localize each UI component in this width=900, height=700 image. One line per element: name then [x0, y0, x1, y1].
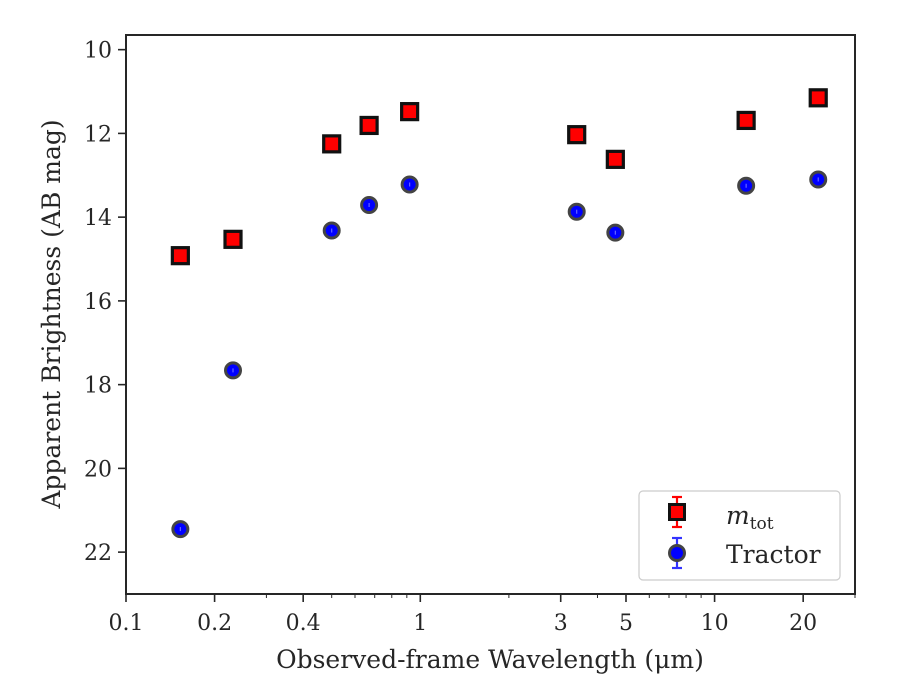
mtot-point [359, 115, 379, 136]
legend-label-mtot: mtot [726, 501, 774, 534]
x-tick-label: 0.2 [197, 611, 232, 636]
legend-frame [638, 490, 841, 581]
mtot-point [322, 134, 342, 154]
y-axis-label: Apparent Brightness (AB mag) [37, 119, 66, 509]
y-tick-label: 10 [84, 39, 112, 64]
legend-square-marker [668, 503, 686, 521]
mtot-point [567, 125, 587, 145]
x-tick-label: 0.4 [286, 611, 321, 636]
x-tick-label: 5 [619, 611, 633, 636]
mtot-point [223, 229, 243, 249]
mtot-point [605, 149, 625, 169]
legend: mtot Tractor [638, 490, 841, 581]
y-tick-label: 22 [84, 541, 112, 566]
mtot-point [400, 102, 420, 122]
legend-circle-marker [668, 544, 686, 562]
x-tick-label: 10 [701, 611, 729, 636]
y-axis-ticks: 10 12 14 16 18 20 22 [84, 39, 126, 566]
legend-entry-tractor [668, 536, 686, 570]
legend-label-tractor: Tractor [726, 540, 821, 569]
y-tick-label: 20 [84, 457, 112, 482]
y-tick-label: 18 [84, 374, 112, 399]
x-tick-label: 0.1 [109, 611, 144, 636]
x-tick-label: 3 [554, 611, 568, 636]
x-axis-ticks: 0.1 0.2 0.4 1 3 5 10 20 [109, 594, 856, 636]
x-axis-label: Observed-frame Wavelength (μm) [276, 645, 704, 674]
y-tick-label: 12 [84, 122, 112, 147]
x-tick-label: 1 [413, 611, 427, 636]
mtot-point [170, 246, 190, 266]
mtot-point [736, 110, 756, 131]
y-tick-label: 14 [84, 206, 112, 231]
mtot-point [808, 88, 828, 108]
plot-frame [125, 34, 856, 595]
data-marks [170, 88, 828, 539]
y-tick-label: 16 [84, 290, 112, 315]
legend-entry-mtot [668, 495, 686, 529]
x-tick-label: 20 [789, 611, 817, 636]
